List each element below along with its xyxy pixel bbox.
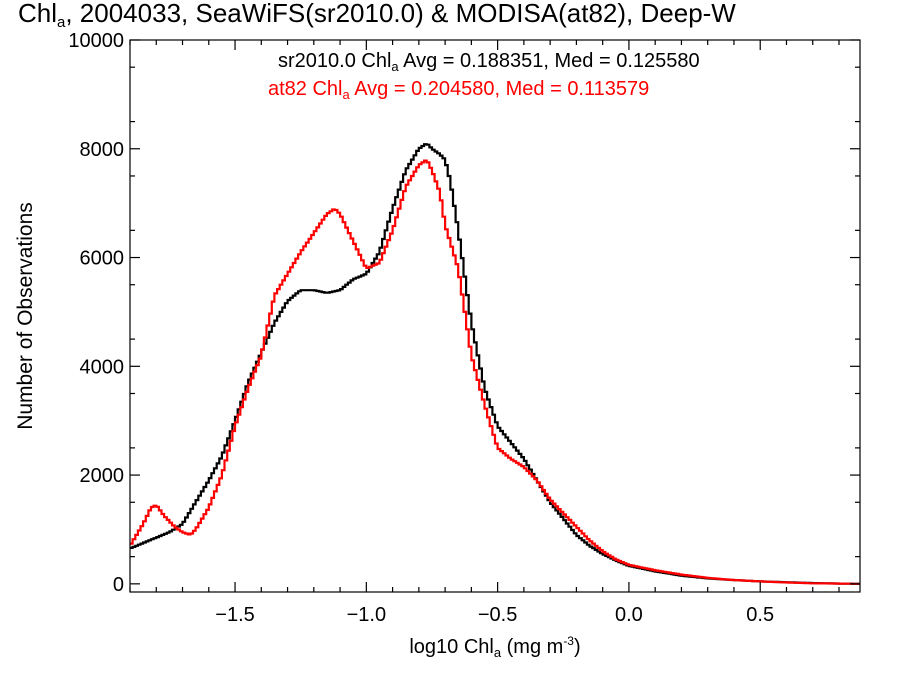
series-layer — [130, 143, 860, 585]
y-axis-label: Number of Observations — [14, 202, 37, 430]
xlabel-prefix: log10 Chl — [409, 636, 494, 658]
xlabel-mid: (mg m — [501, 636, 564, 658]
annotation-prefix: at82 Chl — [268, 78, 343, 100]
y-tick-label: 4000 — [80, 356, 125, 378]
title-rest: , 2004033, SeaWiFS(sr2010.0) & MODISA(at… — [65, 0, 736, 28]
x-tick-label: −1.0 — [347, 604, 386, 626]
annotation-subscript: a — [391, 59, 399, 74]
y-tick-label: 2000 — [80, 465, 125, 487]
y-tick-label: 10000 — [68, 30, 124, 52]
title-subscript: a — [57, 14, 66, 31]
x-tick-label: 0.5 — [746, 604, 774, 626]
plot-frame — [129, 39, 861, 593]
x-tick-label: 0.0 — [615, 604, 643, 626]
y-tick-label: 8000 — [80, 139, 125, 161]
stats-annotation-at82: at82 Chla Avg = 0.204580, Med = 0.113579 — [268, 78, 649, 102]
annotation-rest: Avg = 0.188351, Med = 0.125580 — [398, 50, 700, 72]
xlabel-superscript: -3 — [563, 634, 574, 648]
x-tick-label: −0.5 — [478, 604, 517, 626]
x-axis-label: log10 Chla (mg m-3) — [409, 634, 580, 660]
xlabel-subscript: a — [493, 645, 502, 660]
ticks-layer: −1.5 −1.0 −0.5 0.0 0.5 0 2000 4000 6000 8000 10000 — [68, 30, 860, 626]
annotation-rest: Avg = 0.204580, Med = 0.113579 — [349, 78, 650, 100]
x-tick-label: −1.5 — [215, 604, 254, 626]
y-tick-label: 0 — [113, 574, 124, 596]
annotation-prefix: sr2010.0 Chl — [278, 50, 392, 72]
series-at82-line — [130, 159, 860, 585]
series-sr2010-0-line — [130, 143, 860, 585]
y-tick-label: 6000 — [80, 248, 125, 270]
stats-annotation-sr2010: sr2010.0 Chla Avg = 0.188351, Med = 0.12… — [278, 50, 700, 74]
annotation-subscript: a — [342, 87, 350, 102]
title-prefix: Chl — [18, 0, 58, 28]
xlabel-end: ) — [573, 636, 581, 658]
chart-title: Chla, 2004033, SeaWiFS(sr2010.0) & MODIS… — [18, 0, 736, 31]
